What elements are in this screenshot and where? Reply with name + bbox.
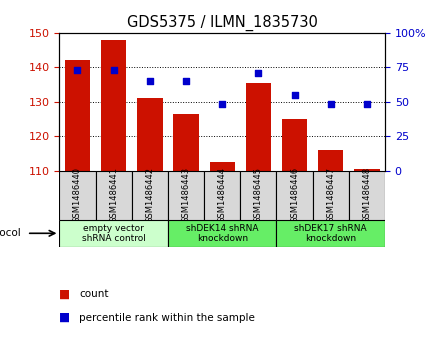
- Text: ■: ■: [59, 287, 70, 301]
- Text: GSM1486446: GSM1486446: [290, 167, 299, 223]
- Bar: [313, 171, 349, 220]
- Point: [74, 67, 81, 73]
- Text: GSM1486440: GSM1486440: [73, 167, 82, 223]
- Point: [327, 101, 334, 107]
- Text: ■: ■: [59, 311, 70, 324]
- Bar: [95, 171, 132, 220]
- Bar: [101, 40, 126, 171]
- Bar: [276, 171, 313, 220]
- Bar: [276, 220, 385, 247]
- Text: GSM1486447: GSM1486447: [326, 167, 335, 223]
- Bar: [168, 171, 204, 220]
- Text: empty vector
shRNA control: empty vector shRNA control: [82, 224, 146, 243]
- Point: [110, 67, 117, 73]
- Text: GSM1486444: GSM1486444: [218, 167, 227, 223]
- Point: [291, 92, 298, 98]
- Text: GSM1486443: GSM1486443: [182, 167, 191, 223]
- Text: GSM1486448: GSM1486448: [363, 167, 371, 223]
- Text: percentile rank within the sample: percentile rank within the sample: [79, 313, 255, 323]
- Bar: [246, 83, 271, 171]
- Bar: [59, 220, 168, 247]
- Point: [183, 78, 190, 84]
- Bar: [240, 171, 276, 220]
- Bar: [137, 98, 162, 171]
- Bar: [132, 171, 168, 220]
- Bar: [318, 150, 343, 171]
- Text: count: count: [79, 289, 109, 299]
- Text: GSM1486441: GSM1486441: [109, 167, 118, 223]
- Bar: [168, 220, 276, 247]
- Point: [363, 101, 370, 107]
- Bar: [349, 171, 385, 220]
- Point: [219, 101, 226, 107]
- Title: GDS5375 / ILMN_1835730: GDS5375 / ILMN_1835730: [127, 15, 318, 31]
- Bar: [354, 169, 380, 171]
- Text: protocol: protocol: [0, 228, 20, 238]
- Bar: [282, 119, 307, 171]
- Text: GSM1486445: GSM1486445: [254, 167, 263, 223]
- Text: shDEK14 shRNA
knockdown: shDEK14 shRNA knockdown: [186, 224, 258, 243]
- Bar: [59, 171, 95, 220]
- Text: GSM1486442: GSM1486442: [145, 167, 154, 223]
- Point: [255, 70, 262, 76]
- Bar: [65, 60, 90, 171]
- Text: shDEK17 shRNA
knockdown: shDEK17 shRNA knockdown: [294, 224, 367, 243]
- Bar: [173, 114, 199, 171]
- Bar: [209, 162, 235, 171]
- Bar: [204, 171, 240, 220]
- Point: [147, 78, 154, 84]
